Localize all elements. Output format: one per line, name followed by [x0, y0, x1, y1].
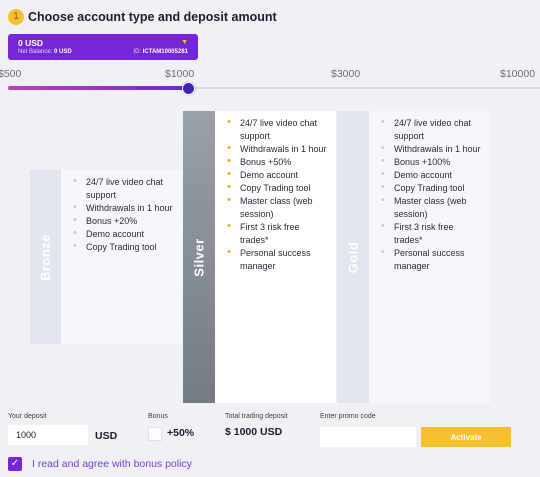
bullet-icon: •: [227, 155, 231, 167]
slider-tick[interactable]: $1000: [165, 68, 195, 80]
feature-item: • Withdrawals in 1 hour: [73, 201, 173, 213]
slider-tick[interactable]: $500: [0, 68, 22, 80]
chevron-down-icon: ▼: [181, 39, 188, 46]
bullet-icon: •: [227, 168, 231, 180]
bullet-icon: •: [227, 116, 231, 128]
bullet-icon: •: [73, 175, 77, 187]
bullet-icon: •: [227, 181, 231, 193]
feature-item: • 24/7 live video chat support: [381, 116, 472, 141]
slider-tick[interactable]: $3000: [331, 68, 361, 80]
agree-label[interactable]: I read and agree with bonus policy: [32, 458, 192, 470]
tier-bronze-card[interactable]: • 24/7 live video chat support • Withdrawa…: [61, 170, 182, 344]
step-badge: 1: [8, 9, 24, 25]
tier-silver-band[interactable]: Silver: [183, 111, 215, 403]
bullet-icon: •: [381, 194, 385, 206]
feature-item: • Bonus +100%: [381, 155, 451, 167]
tier-gold-card[interactable]: • 24/7 live video chat support • Withdrawa…: [369, 111, 490, 403]
tier-bronze-band[interactable]: Bronze: [30, 170, 61, 344]
promo-label: Enter promo code: [320, 413, 376, 420]
deposit-slider-track[interactable]: [8, 87, 540, 89]
feature-item: • Demo account: [381, 168, 453, 180]
feature-list: • 24/7 live video chat support • Withdrawa…: [71, 175, 176, 254]
feature-item: • 24/7 live video chat support: [227, 116, 318, 141]
bullet-icon: •: [381, 168, 385, 180]
deposit-label: Your deposit: [8, 413, 47, 420]
bullet-icon: •: [381, 155, 385, 167]
promo-code-input[interactable]: [320, 427, 416, 447]
account-selector[interactable]: 0 USD ▼ Net Balance: 0 USD ID: ICTAM1000…: [8, 34, 198, 60]
bullet-icon: •: [381, 181, 385, 193]
bullet-icon: •: [381, 142, 385, 154]
deposit-slider-fill: [8, 86, 187, 90]
page-title: Choose account type and deposit amount: [28, 10, 277, 24]
checkmark-icon: ✓: [10, 458, 20, 469]
feature-item: • Bonus +50%: [227, 155, 292, 167]
bullet-icon: •: [73, 240, 77, 252]
feature-item: • Personal success manager: [227, 246, 311, 271]
bullet-icon: •: [73, 201, 77, 213]
feature-item: • Bonus +20%: [73, 214, 138, 226]
tier-name: Silver: [191, 237, 207, 277]
total-value: $ 1000 USD: [225, 426, 283, 438]
bonus-value: +50%: [167, 427, 195, 439]
activate-button[interactable]: Activate: [421, 427, 511, 447]
feature-list: • 24/7 live video chat support • Withdrawa…: [225, 116, 330, 273]
feature-item: • Copy Trading tool: [73, 240, 157, 252]
bullet-icon: •: [73, 227, 77, 239]
bullet-icon: •: [227, 194, 231, 206]
feature-item: • 24/7 live video chat support: [73, 175, 164, 200]
bonus-checkbox[interactable]: [148, 427, 162, 441]
bullet-icon: •: [381, 246, 385, 258]
feature-item: • Master class (web session): [227, 194, 313, 219]
bullet-icon: •: [381, 220, 385, 232]
slider-tick[interactable]: $10000: [500, 68, 536, 80]
bullet-icon: •: [227, 142, 231, 154]
tier-name: Bronze: [38, 233, 53, 281]
feature-item: • Copy Trading tool: [381, 181, 465, 193]
tier-silver-card[interactable]: • 24/7 live video chat support • Withdrawa…: [215, 111, 336, 403]
feature-item: • First 3 risk free trades*: [227, 220, 300, 245]
feature-list: • 24/7 live video chat support • Withdrawa…: [379, 116, 484, 273]
account-id: ID: ICTAM10005281: [133, 49, 188, 55]
tier-name: Gold: [345, 241, 361, 273]
bullet-icon: •: [73, 214, 77, 226]
deposit-input[interactable]: [8, 425, 88, 445]
feature-item: • First 3 risk free trades*: [381, 220, 454, 245]
deposit-currency: USD: [95, 430, 118, 442]
feature-item: • Personal success manager: [381, 246, 465, 271]
feature-item: • Withdrawals in 1 hour: [227, 142, 327, 154]
bullet-icon: •: [227, 246, 231, 258]
bonus-label: Bonus: [148, 413, 168, 420]
feature-item: • Copy Trading tool: [227, 181, 311, 193]
account-amount: 0 USD: [18, 38, 44, 48]
feature-item: • Master class (web session): [381, 194, 467, 219]
bullet-icon: •: [227, 220, 231, 232]
deposit-slider-handle[interactable]: [182, 82, 195, 95]
bullet-icon: •: [381, 116, 385, 128]
tier-gold-band[interactable]: Gold: [337, 111, 369, 403]
net-balance: Net Balance: 0 USD: [18, 49, 72, 55]
feature-item: • Withdrawals in 1 hour: [381, 142, 481, 154]
agree-checkbox[interactable]: ✓: [8, 457, 22, 471]
feature-item: • Demo account: [227, 168, 299, 180]
total-label: Total trading deposit: [225, 413, 288, 420]
feature-item: • Demo account: [73, 227, 145, 239]
